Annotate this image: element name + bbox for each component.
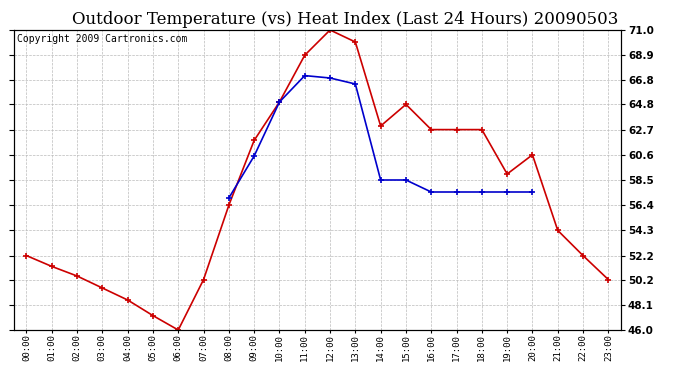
Text: Copyright 2009 Cartronics.com: Copyright 2009 Cartronics.com xyxy=(17,34,187,45)
Text: Outdoor Temperature (vs) Heat Index (Last 24 Hours) 20090503: Outdoor Temperature (vs) Heat Index (Las… xyxy=(72,11,618,28)
